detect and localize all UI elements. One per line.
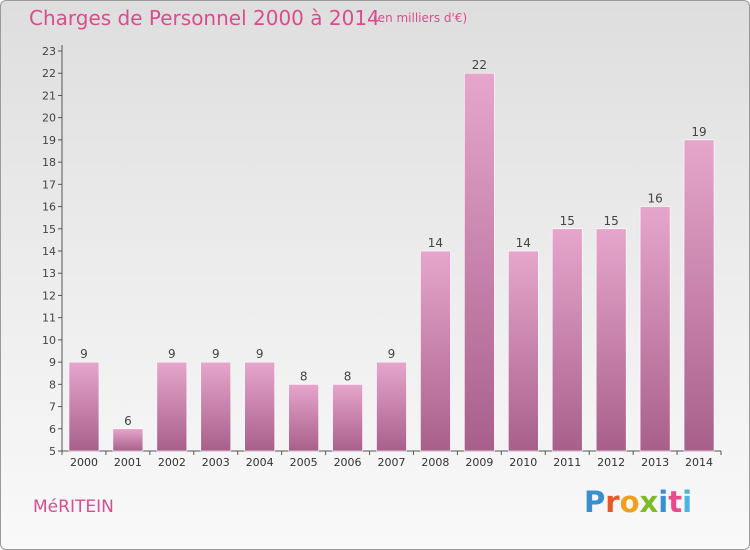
y-tick-label: 8 — [49, 378, 56, 391]
bar-2006 — [332, 384, 363, 452]
x-tick-label-2002: 2002 — [158, 456, 186, 469]
logo-letter: o — [619, 485, 640, 519]
proxiti-logo[interactable]: Proxiti — [584, 485, 692, 519]
x-tick-label-2007: 2007 — [378, 456, 406, 469]
x-tick-label-2003: 2003 — [202, 456, 230, 469]
data-label-2008: 14 — [428, 236, 443, 250]
y-tick-label: 19 — [42, 134, 56, 147]
data-label-2009: 22 — [472, 58, 487, 72]
x-tick-label-2013: 2013 — [641, 456, 669, 469]
y-tick-label: 21 — [42, 89, 56, 102]
x-tick-label-2009: 2009 — [465, 456, 493, 469]
bar-2009 — [464, 72, 495, 452]
x-tick-label-2012: 2012 — [597, 456, 625, 469]
x-tick-label-2011: 2011 — [553, 456, 581, 469]
data-label-2002: 9 — [168, 347, 176, 361]
data-label-2013: 16 — [647, 192, 662, 206]
x-tick-label-2001: 2001 — [114, 456, 142, 469]
y-tick-label: 11 — [42, 312, 56, 325]
bar-2011 — [551, 228, 583, 452]
data-label-2001: 6 — [124, 414, 132, 428]
logo-letter: i — [682, 485, 693, 519]
logo-letter: x — [639, 485, 659, 519]
logo-letter: r — [605, 485, 620, 519]
x-tick-label-2010: 2010 — [509, 456, 537, 469]
data-label-2006: 8 — [344, 369, 352, 383]
bar-2001 — [112, 428, 144, 452]
data-label-2011: 15 — [560, 214, 575, 228]
chart-subtitle: (en milliers d'€) — [373, 11, 468, 25]
bar-2005 — [288, 384, 319, 452]
y-tick-label: 5 — [49, 445, 56, 458]
bar-2013 — [639, 206, 671, 452]
x-tick-label-2014: 2014 — [685, 456, 713, 469]
data-label-2014: 19 — [691, 125, 706, 139]
bar-2014 — [683, 139, 715, 452]
bar-2008 — [420, 250, 451, 452]
data-label-2012: 15 — [604, 214, 619, 228]
chart-title: Charges de Personnel 2000 à 2014 — [29, 6, 380, 30]
y-tick-label: 16 — [42, 201, 56, 214]
y-tick-label: 7 — [49, 401, 56, 414]
x-tick-label-2005: 2005 — [290, 456, 318, 469]
bar-2010 — [507, 250, 539, 452]
y-tick-label: 15 — [42, 223, 56, 236]
logo-letter: i — [658, 485, 669, 519]
y-tick-label: 17 — [42, 178, 56, 191]
data-label-2004: 9 — [256, 347, 264, 361]
logo-letter: t — [668, 485, 683, 519]
y-tick-label: 14 — [42, 245, 56, 258]
y-tick-label: 20 — [42, 112, 56, 125]
bar-2000 — [68, 361, 100, 452]
data-label-2000: 9 — [80, 347, 88, 361]
town-name: MéRITEIN — [33, 497, 114, 517]
data-label-2003: 9 — [212, 347, 220, 361]
bar-2003 — [200, 361, 232, 452]
y-tick-label: 13 — [42, 267, 56, 280]
x-tick-label-2008: 2008 — [421, 456, 449, 469]
bar-2004 — [244, 361, 275, 452]
bar-2007 — [376, 361, 407, 452]
y-tick-label: 10 — [42, 334, 56, 347]
y-tick-label: 18 — [42, 156, 56, 169]
data-label-2007: 9 — [388, 347, 396, 361]
y-tick-label: 23 — [42, 45, 56, 58]
x-tick-label-2004: 2004 — [246, 456, 274, 469]
logo-letter: P — [584, 485, 606, 519]
x-tick-label-2006: 2006 — [334, 456, 362, 469]
x-tick-label-2000: 2000 — [70, 456, 98, 469]
bar-2012 — [595, 228, 627, 452]
y-tick-label: 9 — [49, 356, 56, 369]
data-label-2010: 14 — [516, 236, 531, 250]
y-tick-label: 22 — [42, 67, 56, 80]
bar-2002 — [156, 361, 188, 452]
y-tick-label: 6 — [49, 423, 56, 436]
data-label-2005: 8 — [300, 369, 308, 383]
y-tick-label: 12 — [42, 289, 56, 302]
